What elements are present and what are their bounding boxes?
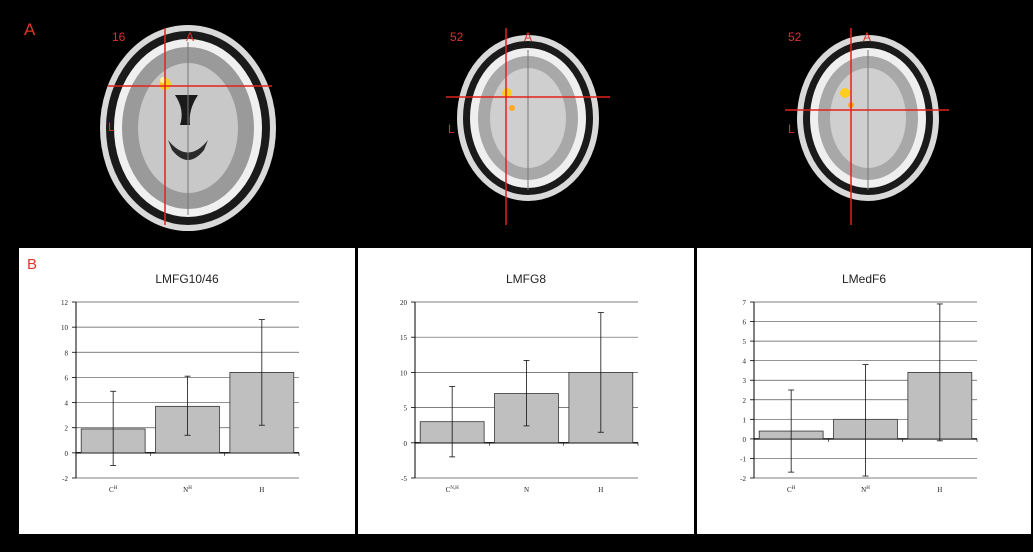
panel-b-label: B (27, 256, 38, 273)
y-tick-label: 8 (65, 349, 69, 357)
y-tick-label: 20 (400, 299, 408, 307)
brain-slice-3: 52 A L (685, 0, 1033, 245)
x-tick-label: CN,H (446, 486, 460, 494)
y-tick-label: 6 (743, 319, 747, 327)
y-tick-label: 1 (743, 416, 747, 424)
chart-lmedf6: LMedF6 -2 -1 0 1 2 3 4 5 6 7 CH NH H (697, 248, 1031, 534)
bar-chart-svg: -5 0 5 10 15 20 CN,H N H (400, 299, 639, 494)
anterior-marker: A (863, 30, 872, 44)
y-tick-label: 0 (743, 436, 747, 444)
y-tick-label: -2 (740, 475, 746, 483)
axial-brain-image (446, 28, 610, 225)
axial-brain-image (785, 28, 949, 225)
y-tick-label: 10 (400, 369, 408, 377)
x-tick-label: H (259, 486, 264, 494)
x-tick-label: CH (787, 486, 796, 494)
axial-brain-image (100, 25, 276, 231)
x-tick-label: NH (861, 486, 870, 494)
left-marker: L (448, 122, 455, 136)
panel-a-label: A (24, 20, 36, 39)
slice-number: 52 (450, 30, 464, 44)
bar-chart-svg: -2 0 2 4 6 8 10 12 CH NH H (61, 299, 300, 494)
y-tick-label: 4 (743, 358, 747, 366)
brain-slice-1: 16 A L (0, 0, 340, 245)
y-tick-label: 15 (400, 334, 408, 342)
x-tick-label: N (524, 486, 529, 494)
chart-title: LMFG8 (505, 272, 546, 286)
anterior-marker: A (186, 30, 195, 44)
brain-slice-2: 52 A L (340, 0, 685, 245)
slice-number: 16 (112, 30, 126, 44)
y-tick-label: 0 (404, 440, 408, 448)
panel-a-brain-slices: A 16 A L (0, 0, 1033, 245)
y-tick-label: 4 (65, 400, 69, 408)
x-tick-label: NH (183, 486, 192, 494)
y-tick-label: 10 (61, 324, 69, 332)
x-tick-label: CH (109, 486, 118, 494)
left-marker: L (788, 122, 795, 136)
y-tick-label: 5 (404, 405, 408, 413)
left-marker: L (108, 120, 115, 134)
y-tick-label: 2 (65, 425, 69, 433)
y-tick-label: 0 (65, 450, 69, 458)
slice-number: 52 (788, 30, 802, 44)
y-tick-label: 3 (743, 377, 747, 385)
chart-title: LMedF6 (841, 272, 887, 286)
chart-lmfg10-46: B LMFG10/46 -2 0 2 4 6 8 10 12 CH NH H (19, 248, 355, 534)
chart-title: LMFG10/46 (155, 272, 219, 286)
y-tick-label: 5 (743, 338, 747, 346)
y-tick-label: -1 (740, 455, 746, 463)
anterior-marker: A (524, 30, 533, 44)
y-tick-label: -5 (401, 475, 407, 483)
y-tick-label: 7 (743, 299, 747, 307)
y-tick-label: 2 (743, 397, 747, 405)
y-tick-label: -2 (62, 475, 68, 483)
chart-lmfg8: LMFG8 -5 0 5 10 15 20 CN,H N H (358, 248, 694, 534)
x-tick-label: H (937, 486, 942, 494)
x-tick-label: H (598, 486, 603, 494)
y-tick-label: 12 (61, 299, 69, 307)
y-tick-label: 6 (65, 374, 69, 382)
bar-chart-svg: -2 -1 0 1 2 3 4 5 6 7 CH NH H (740, 299, 978, 494)
